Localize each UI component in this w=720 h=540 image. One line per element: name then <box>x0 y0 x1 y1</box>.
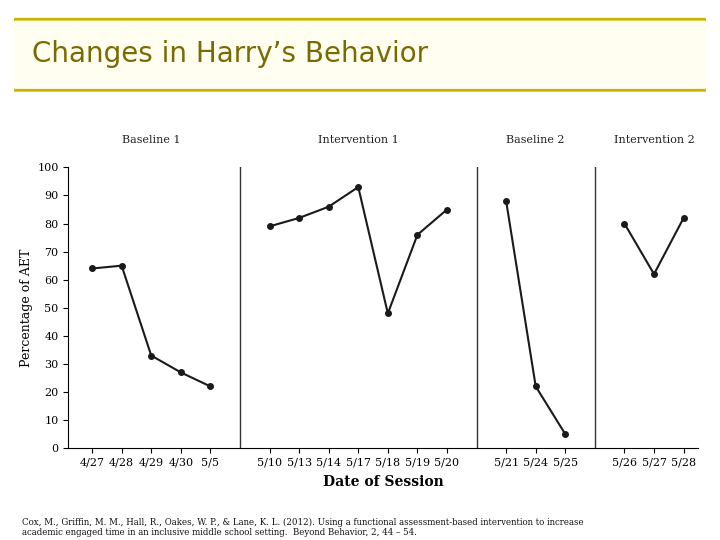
Y-axis label: Percentage of AET: Percentage of AET <box>20 248 33 367</box>
X-axis label: Date of Session: Date of Session <box>323 475 444 489</box>
Text: Intervention 1: Intervention 1 <box>318 135 399 145</box>
FancyBboxPatch shape <box>0 19 720 90</box>
Text: Cox, M., Griffin, M. M., Hall, R., Oakes, W. P., & Lane, K. L. (2012). Using a f: Cox, M., Griffin, M. M., Hall, R., Oakes… <box>22 518 583 537</box>
Text: Baseline 2: Baseline 2 <box>506 135 565 145</box>
Text: Changes in Harry’s Behavior: Changes in Harry’s Behavior <box>32 40 428 68</box>
Text: Baseline 1: Baseline 1 <box>122 135 181 145</box>
Text: Intervention 2: Intervention 2 <box>613 135 694 145</box>
